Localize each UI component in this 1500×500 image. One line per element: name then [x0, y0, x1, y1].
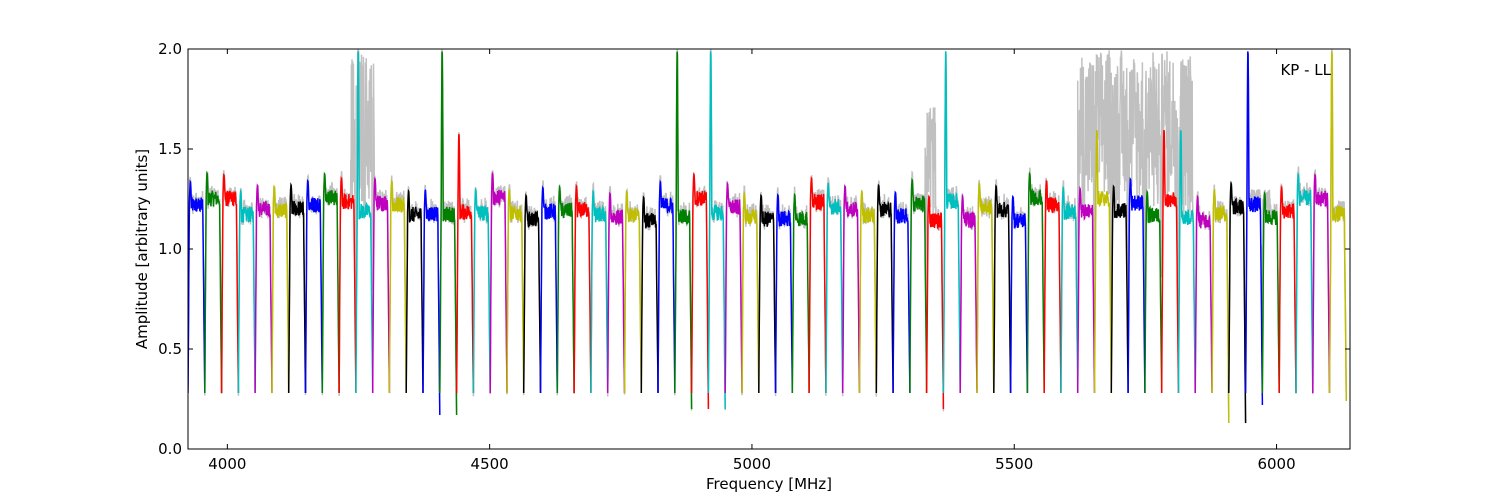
- y-tick-label-0: 0.0: [158, 440, 182, 458]
- series-channel-41: [875, 183, 894, 394]
- series-layer: [188, 51, 1348, 424]
- series-channel-17: [472, 187, 491, 394]
- background-channel-57: [1144, 52, 1163, 352]
- series-channel-6: [287, 182, 307, 394]
- series-channel-7: [304, 178, 324, 394]
- series-channel-28: [657, 179, 676, 394]
- series-channel-19: [506, 187, 525, 394]
- series-channel-3: [237, 188, 256, 394]
- series-channel-29: [674, 51, 693, 410]
- series-channel-22: [556, 184, 575, 394]
- series-channel-34: [758, 193, 777, 394]
- background-channel-56: [1127, 59, 1146, 301]
- series-channel-52: [1060, 185, 1079, 394]
- x-tick-label-2: 5000: [733, 455, 771, 473]
- series-channel-67: [1312, 172, 1331, 394]
- background-channel-53: [1076, 57, 1096, 356]
- background-channel-11: [371, 63, 391, 394]
- series-channel-37: [808, 176, 827, 394]
- background-channel-55: [1110, 50, 1129, 329]
- series-channel-1: [204, 170, 223, 394]
- background-channel-58: [1160, 51, 1180, 351]
- series-channel-53: [1076, 185, 1096, 394]
- series-channel-59: [1177, 130, 1196, 394]
- x-tick-label-0: 4000: [208, 455, 246, 473]
- series-channel-42: [892, 190, 911, 394]
- series-channel-40: [858, 189, 878, 394]
- series-channel-27: [640, 195, 659, 394]
- series-channel-9: [338, 176, 357, 394]
- series-channel-38: [825, 182, 844, 394]
- series-channel-63: [1244, 51, 1264, 406]
- series-channel-11: [371, 176, 391, 394]
- series-channel-45: [942, 51, 961, 394]
- series-channel-39: [841, 184, 861, 394]
- series-channel-24: [590, 189, 609, 394]
- y-axis-label: Amplitude [arbitrary units]: [133, 149, 151, 349]
- series-channel-23: [573, 183, 592, 394]
- series-channel-68: [1328, 51, 1348, 402]
- series-channel-54: [1093, 129, 1113, 394]
- plot-annotation: KP - LL: [1280, 61, 1331, 79]
- series-channel-56: [1127, 176, 1146, 394]
- series-channel-8: [321, 171, 340, 394]
- series-channel-35: [774, 193, 794, 394]
- series-channel-47: [976, 181, 995, 394]
- background-channel-2: [220, 170, 240, 394]
- series-channel-51: [1043, 179, 1062, 394]
- series-channel-49: [1009, 194, 1029, 394]
- series-channel-20: [522, 193, 542, 394]
- y-tick-label-1: 0.5: [158, 340, 182, 358]
- tick-layer: 4000 4500 5000 5500 6000 0.0 0.5 1.0 1.5 2.0: [158, 40, 1350, 473]
- series-channel-65: [1278, 184, 1297, 394]
- background-channel-54: [1093, 50, 1113, 331]
- series-channel-13: [405, 188, 424, 394]
- series-channel-26: [623, 189, 643, 394]
- background-channel-10: [355, 49, 374, 293]
- background-channel-44: [925, 107, 945, 412]
- background-series-layer: [188, 49, 1348, 424]
- series-channel-58: [1160, 129, 1180, 394]
- background-channel-59: [1177, 56, 1196, 389]
- series-channel-16: [455, 134, 475, 394]
- series-channel-15: [439, 51, 458, 416]
- x-tick-label-1: 4500: [471, 455, 509, 473]
- series-channel-21: [539, 185, 559, 394]
- series-channel-55: [1110, 184, 1129, 394]
- x-tick-label-4: 6000: [1257, 455, 1295, 473]
- series-channel-46: [959, 193, 978, 394]
- series-channel-33: [741, 190, 760, 394]
- y-tick-label-4: 2.0: [158, 40, 182, 58]
- y-tick-label-2: 1.0: [158, 240, 182, 258]
- series-channel-62: [1228, 180, 1247, 424]
- series-channel-14: [422, 189, 441, 416]
- series-channel-36: [791, 192, 810, 394]
- series-channel-12: [388, 178, 407, 394]
- series-channel-43: [909, 177, 928, 394]
- series-channel-44: [925, 194, 945, 410]
- background-channel-9: [338, 59, 357, 397]
- series-channel-30: [690, 171, 710, 410]
- series-channel-25: [606, 191, 626, 394]
- series-channel-50: [1026, 171, 1045, 394]
- x-axis-label: Frequency [MHz]: [706, 475, 832, 493]
- series-channel-57: [1144, 189, 1163, 394]
- series-channel-18: [489, 171, 508, 394]
- series-channel-48: [993, 184, 1012, 394]
- series-channel-60: [1194, 194, 1213, 394]
- series-channel-66: [1295, 171, 1314, 394]
- series-channel-32: [724, 181, 743, 394]
- x-tick-label-3: 5500: [995, 455, 1033, 473]
- series-channel-10: [355, 51, 374, 394]
- series-channel-61: [1211, 189, 1230, 424]
- series-channel-5: [271, 184, 290, 394]
- series-channel-4: [254, 183, 273, 394]
- y-tick-label-3: 1.5: [158, 140, 182, 158]
- series-channel-0: [188, 179, 206, 394]
- background-channel-60: [1194, 191, 1213, 394]
- series-channel-2: [220, 172, 240, 394]
- series-channel-31: [707, 51, 726, 410]
- series-channel-64: [1261, 190, 1280, 394]
